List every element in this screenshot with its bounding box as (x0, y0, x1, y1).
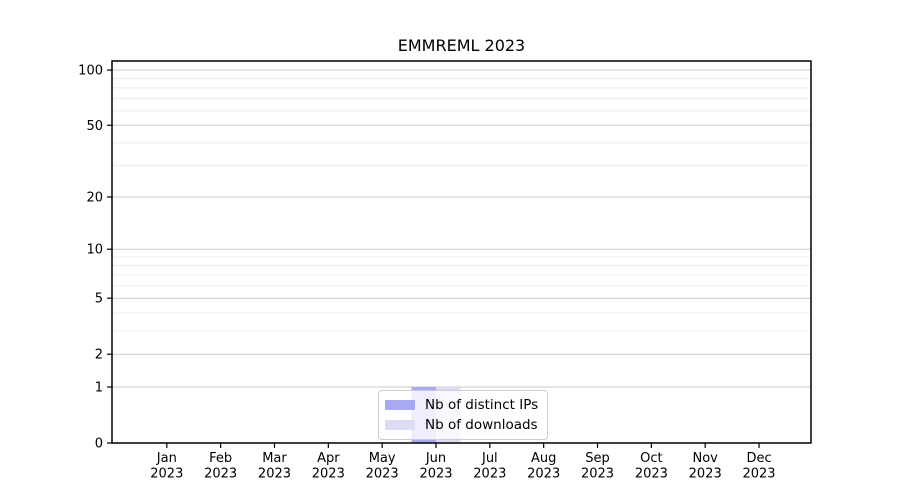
x-tick-label: Aug 2023 (527, 451, 560, 482)
y-tick-label: 50 (86, 119, 103, 134)
chart-legend: Nb of distinct IPs Nb of downloads (378, 390, 549, 440)
x-tick-label: Feb 2023 (204, 451, 237, 482)
y-tick-label: 20 (86, 190, 103, 205)
legend-item-downloads: Nb of downloads (385, 417, 538, 433)
y-tick-label: 1 (95, 380, 103, 395)
x-tick-label: Nov 2023 (689, 451, 722, 482)
y-tick-label: 0 (95, 437, 103, 452)
chart-title: EMMREML 2023 (397, 36, 526, 55)
y-tick-label: 2 (95, 348, 103, 363)
x-tick-label: Jan 2023 (150, 451, 183, 482)
x-tick-label: May 2023 (366, 451, 399, 482)
legend-label-downloads: Nb of downloads (425, 417, 538, 433)
y-tick-label: 10 (86, 243, 103, 258)
y-tick-label: 100 (78, 64, 103, 79)
legend-item-distinct-ips: Nb of distinct IPs (385, 397, 538, 413)
x-tick-label: Apr 2023 (312, 451, 345, 482)
legend-label-distinct-ips: Nb of distinct IPs (425, 397, 539, 413)
y-tick-label: 5 (95, 292, 103, 307)
legend-swatch-downloads (385, 420, 415, 430)
legend-swatch-distinct-ips (385, 400, 415, 410)
x-tick-label: Mar 2023 (258, 451, 291, 482)
x-tick-label: Jul 2023 (473, 451, 506, 482)
x-tick-label: Sep 2023 (581, 451, 614, 482)
x-tick-label: Oct 2023 (635, 451, 668, 482)
plot-border (111, 60, 812, 444)
x-tick-label: Jun 2023 (419, 451, 452, 482)
x-tick-label: Dec 2023 (742, 451, 775, 482)
